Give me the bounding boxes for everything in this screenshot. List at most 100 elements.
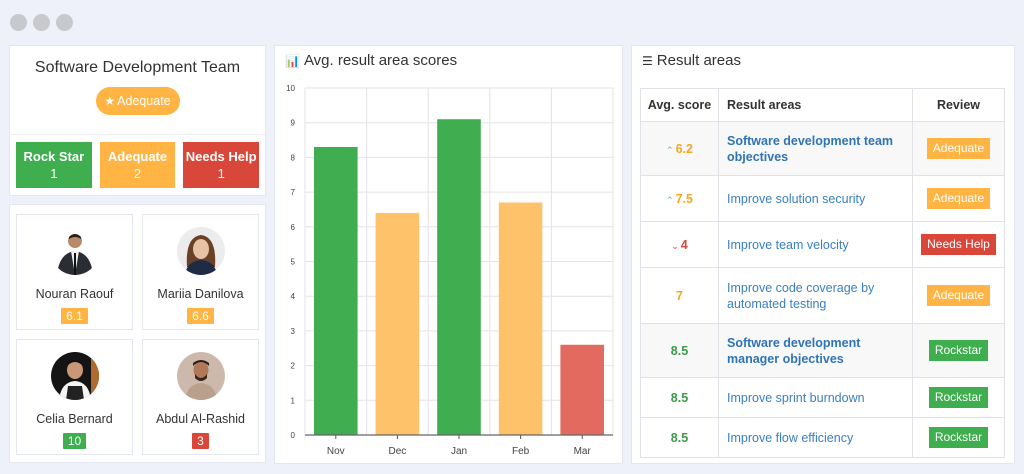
member-card[interactable]: Abdul Al-Rashid 3 [142,339,259,455]
star-icon: ★ [104,94,116,108]
chart-bar[interactable] [560,344,604,435]
table-row[interactable]: 8.5 Improve sprint burndown Rockstar [640,377,1005,418]
member-card[interactable]: Nouran Raouf 6.1 [16,214,133,330]
avg-score-cell: ⌃ 6.2 [640,121,719,176]
member-name: Celia Bernard [36,412,113,426]
window-dot-icon[interactable] [33,14,50,31]
x-axis-tick-label: Dec [389,446,407,457]
table-row[interactable]: 8.5 Improve flow efficiency Rockstar [640,417,1005,458]
avatar [50,227,99,275]
window-dot-icon[interactable] [10,14,27,31]
avg-score-cell: 7 [640,267,719,324]
member-score-badge: 10 [62,433,87,449]
avatar [50,352,99,400]
review-status-badge[interactable]: Adequate [926,285,991,306]
result-areas-title: ☰ Result areas [642,52,741,69]
x-axis-tick-label: Mar [574,446,592,457]
review-cell: Adequate [912,267,1005,324]
count-adequate[interactable]: Adequate 2 [99,142,176,188]
result-area-link[interactable]: Improve flow efficiency [718,417,913,458]
sliders-icon: ☰ [642,54,653,68]
column-header-review[interactable]: Review [912,88,1005,122]
table-row[interactable]: ⌄ 4 Improve team velocity Needs Help [640,221,1005,268]
y-axis-tick-label: 9 [291,119,296,128]
trend-up-icon: ⌃ [666,144,674,155]
chart-title: 📊 Avg. result area scores [285,52,458,69]
review-status-badge[interactable]: Rockstar [928,387,989,408]
column-header-avg-score[interactable]: Avg. score [640,88,719,122]
result-area-link[interactable]: Improve team velocity [718,221,913,268]
bar-chart: 0 1 2 3 4 5 6 7 8 9 10 Nov Dec Jan Feb Mar [286,84,614,457]
avatar [176,352,225,400]
member-card[interactable]: Celia Bernard 10 [16,339,133,455]
review-status-badge[interactable]: Rockstar [928,340,989,361]
member-name: Abdul Al-Rashid [156,412,245,426]
table-row[interactable]: 7 Improve code coverage by automated test… [640,267,1005,324]
chart-bar[interactable] [498,202,543,435]
y-axis-tick-label: 1 [291,396,296,405]
y-axis-tick-label: 4 [291,292,296,301]
chart-bar[interactable] [437,119,481,435]
result-area-link[interactable]: Software development team objectives [718,121,913,176]
avg-score-cell: 8.5 [640,377,719,418]
table-header-row: Avg. score Result areas Review [640,88,1005,122]
review-cell: Rockstar [912,377,1005,418]
result-areas-table: Avg. score Result areas Review ⌃ 6.2 Softw… [640,88,1005,458]
x-axis-tick-label: Nov [327,446,345,457]
review-status-badge[interactable]: Adequate [926,188,991,209]
review-status-badge[interactable]: Rockstar [928,427,989,448]
y-axis-tick-label: 8 [291,153,296,162]
window-dot-icon[interactable] [56,14,73,31]
review-cell: Rockstar [912,417,1005,458]
avg-score-cell: 8.5 [640,323,719,378]
team-title: Software Development Team [34,59,241,76]
count-rockstar[interactable]: Rock Star 1 [16,142,92,188]
team-status-badge: ★ Adequate [95,87,180,115]
review-status-badge[interactable]: Adequate [926,138,991,159]
x-axis-tick-label: Feb [512,446,530,457]
y-axis-tick-label: 10 [286,84,295,93]
chart-bar[interactable] [314,146,358,435]
avg-score-cell: 8.5 [640,417,719,458]
table-row[interactable]: ⌃ 7.5 Improve solution security Adequate [640,175,1005,222]
count-needs-help[interactable]: Needs Help 1 [183,142,260,188]
review-cell: Rockstar [912,323,1005,378]
avatar [176,227,225,275]
member-score-badge: 3 [192,433,209,449]
avg-score-cell: ⌃ 7.5 [640,175,719,222]
trend-up-icon: ⌃ [666,194,674,205]
member-score-badge: 6.1 [61,308,88,324]
result-area-link[interactable]: Improve solution security [718,175,913,222]
scores-chart-panel: 0 1 2 3 4 5 6 7 8 9 10 Nov Dec Jan Feb Mar 📊 Avg. result… [274,45,623,464]
x-axis-tick-label: Jan [451,446,467,457]
result-area-link[interactable]: Software development manager objectives [718,323,913,378]
status-counts: Rock Star 1 Adequate 2 Needs Help 1 [16,142,260,188]
review-cell: Adequate [912,175,1005,222]
member-name: Mariia Danilova [157,287,244,301]
review-status-badge[interactable]: Needs Help [921,234,996,255]
divider [10,134,265,135]
y-axis-tick-label: 3 [291,327,296,336]
y-axis-tick-label: 7 [291,188,296,197]
y-axis-tick-label: 0 [291,431,296,440]
member-name: Nouran Raouf [35,287,114,301]
team-summary-panel: Software Development Team ★ Adequate Rock… [9,45,266,196]
y-axis-tick-label: 6 [291,223,296,232]
window-controls [10,14,73,31]
result-areas-panel: ☰ Result areas Avg. score Result areas Re… [631,45,1015,464]
column-header-result-areas[interactable]: Result areas [718,88,913,122]
bar-chart-icon: 📊 [285,54,300,68]
trend-down-icon: ⌄ [671,240,679,251]
y-axis-tick-label: 2 [291,362,296,371]
member-score-badge: 6.6 [187,308,214,324]
result-area-link[interactable]: Improve sprint burndown [718,377,913,418]
chart-bar[interactable] [375,212,420,435]
table-row[interactable]: 8.5 Software development manager objectiv… [640,323,1005,378]
y-axis-tick-label: 5 [291,258,296,267]
result-area-link[interactable]: Improve code coverage by automated testi… [718,267,913,324]
member-card[interactable]: Mariia Danilova 6.6 [142,214,259,330]
table-row[interactable]: ⌃ 6.2 Software development team objectives… [640,121,1005,176]
review-cell: Needs Help [912,221,1005,268]
review-cell: Adequate [912,121,1005,176]
avg-score-cell: ⌄ 4 [640,221,719,268]
